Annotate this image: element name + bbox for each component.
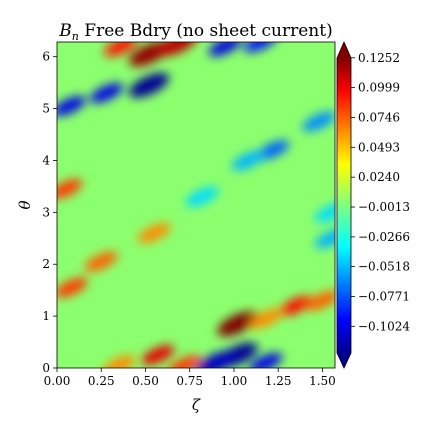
colorbar-tick-label: 0.0493 (358, 140, 400, 154)
y-tick-label: 5 (42, 102, 50, 116)
heatmap-feature (57, 277, 88, 298)
heatmap-feature (305, 290, 335, 311)
heatmap-feature (217, 311, 258, 337)
heatmap-feature (157, 42, 198, 57)
heatmap-feature (141, 345, 175, 365)
heatmap-feature (249, 308, 283, 329)
x-tick-label: 0.00 (44, 374, 71, 388)
colorbar: 0.1252 0.0999 0.0746 0.0493 0.0240 −0.0013 −0.… (336, 41, 410, 369)
x-tick-label: 1.25 (265, 374, 292, 388)
colorbar-outline (336, 41, 352, 369)
title-symbol: B (58, 21, 72, 41)
heatmap-feature (231, 150, 265, 171)
colorbar-tick-label: −0.0518 (358, 260, 410, 274)
y-tick-label: 1 (42, 309, 50, 323)
plot-frame (56, 41, 336, 369)
heatmap-feature (102, 355, 136, 368)
x-tick-label: 0.75 (176, 374, 203, 388)
colorbar-tick-label: 0.0746 (358, 110, 400, 124)
x-axis-ticks: 0.00 0.25 0.50 0.75 1.00 1.25 1.50 (44, 368, 336, 388)
title-subscript: n (72, 30, 79, 43)
title-rest: Free Bdry (no sheet current) (79, 21, 333, 41)
y-axis-label: θ (16, 200, 34, 209)
heatmap-feature (128, 72, 170, 98)
colorbar-tick-label: 0.1252 (358, 51, 400, 65)
colorbar-tick-label: −0.0771 (358, 289, 410, 303)
x-tick-label: 0.25 (88, 374, 115, 388)
colorbar-tick-label: −0.1024 (358, 319, 410, 333)
y-tick-label: 3 (42, 205, 50, 219)
colorbar-ticks: 0.1252 0.0999 0.0746 0.0493 0.0240 −0.0013 −0.… (351, 51, 410, 333)
heatmap-feature (167, 355, 201, 368)
colorbar-tick-label: −0.0013 (358, 200, 410, 214)
heatmap-feature (208, 42, 242, 57)
y-axis-ticks: 0 1 2 3 4 5 6 (42, 50, 57, 375)
heatmap-feature (256, 140, 290, 160)
colorbar-tick-label: 0.0240 (358, 170, 400, 184)
heatmap-feature (89, 83, 124, 103)
heatmap-features (57, 42, 335, 368)
x-tick-label: 0.50 (132, 374, 159, 388)
y-tick-label: 4 (42, 153, 50, 167)
heatmap-feature (314, 202, 335, 223)
heatmap-area (57, 42, 335, 368)
heatmap-feature (84, 251, 118, 272)
heatmap-feature (57, 179, 83, 199)
x-tick-label: 1.00 (221, 374, 248, 388)
heatmap-feature (279, 295, 313, 316)
colorbar-tick-label: −0.0266 (358, 230, 410, 244)
heatmap-feature (195, 350, 237, 368)
colorbar-gradient (337, 58, 351, 353)
y-tick-label: 2 (42, 257, 50, 271)
heatmap-feature (137, 223, 171, 244)
heatmap-feature (185, 186, 219, 207)
x-axis-label: ζ (192, 396, 201, 414)
colorbar-tick-label: 0.0999 (358, 81, 400, 95)
y-tick-label: 0 (42, 361, 50, 375)
colorbar-extend-bottom (337, 353, 351, 368)
heatmap-feature (302, 111, 335, 132)
colorbar-extend-top (337, 42, 351, 58)
heatmap-feature (57, 96, 86, 116)
chart-title: Bn Free Bdry (no sheet current) (58, 21, 332, 43)
y-tick-label: 6 (42, 50, 50, 64)
heatmap-feature (104, 42, 138, 57)
heatmap-feature (314, 228, 335, 249)
x-tick-label: 1.50 (309, 374, 336, 388)
